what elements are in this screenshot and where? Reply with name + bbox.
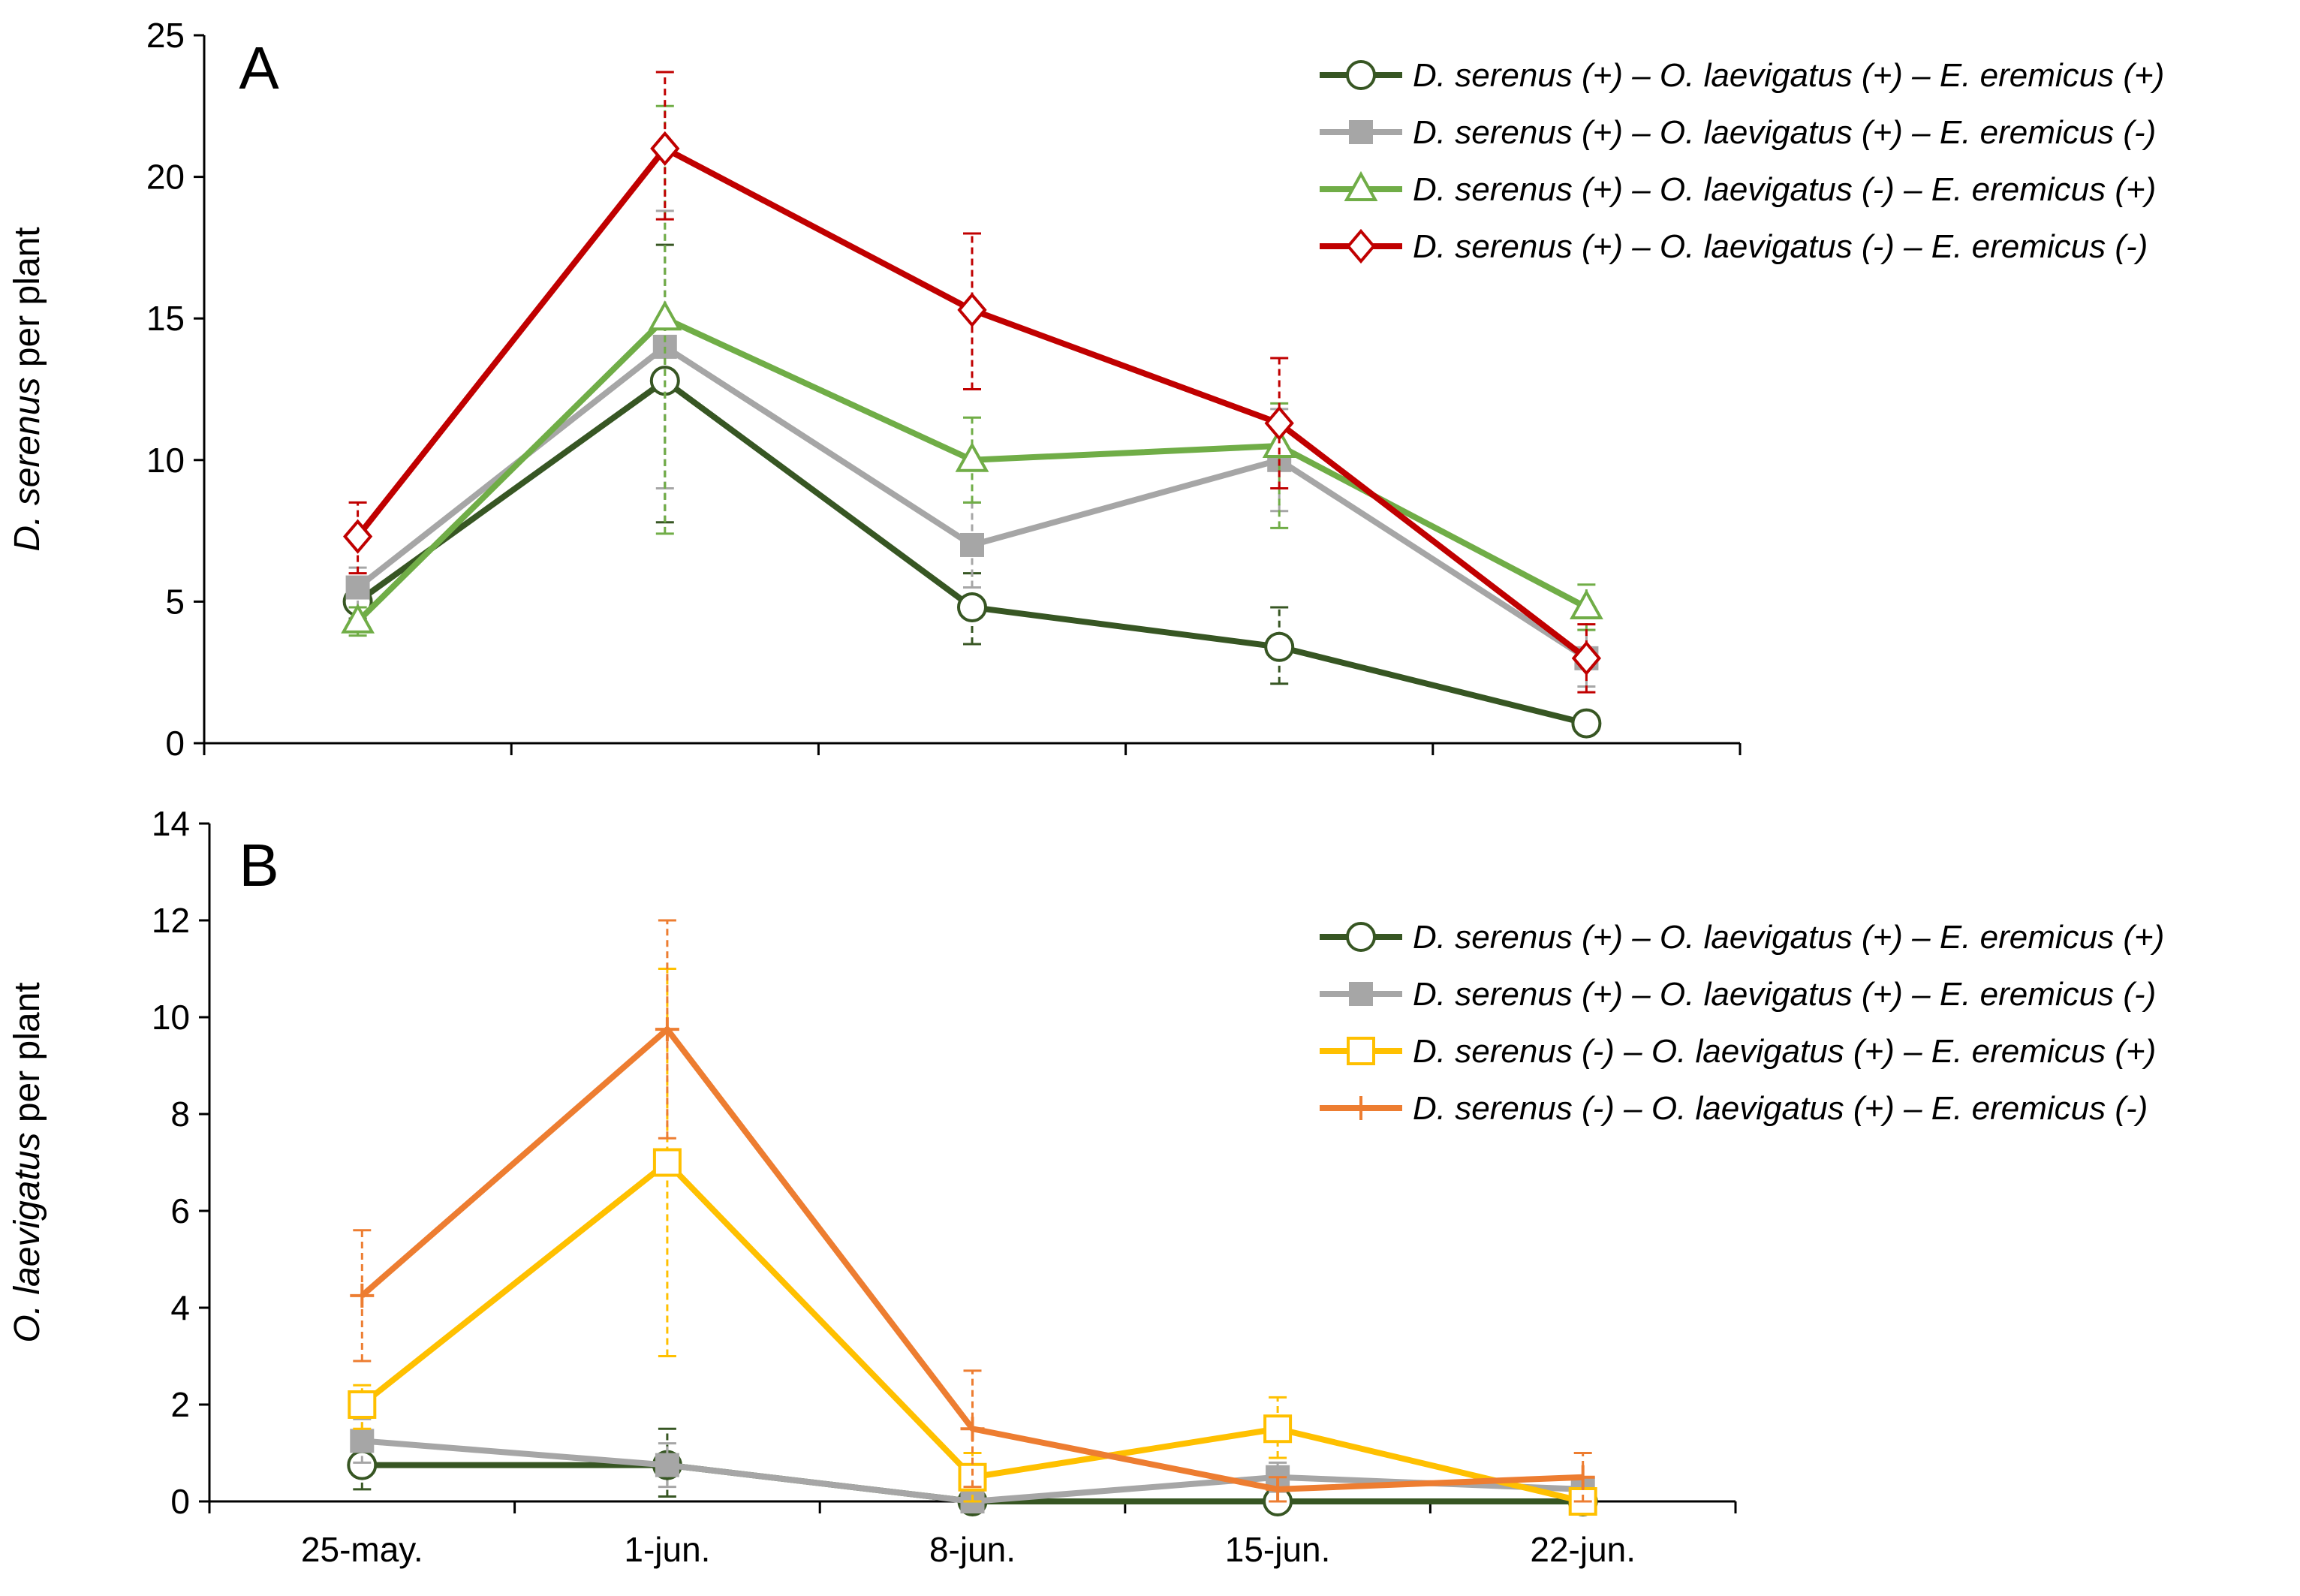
legend-entry: D. serenus (-) – O. laevigatus (+) – E. …	[1320, 1033, 2156, 1070]
legend-entry: D. serenus (-) – O. laevigatus (+) – E. …	[1320, 1090, 2148, 1127]
y-tick-label: 12	[152, 901, 190, 940]
panel-label: B	[239, 832, 278, 899]
data-point	[957, 592, 987, 622]
legend-marker	[1346, 60, 1376, 90]
data-point	[648, 300, 682, 331]
legend-label: D. serenus (-) – O. laevigatus (+) – E. …	[1413, 1033, 2156, 1070]
data-point	[1263, 1414, 1293, 1444]
data-point	[1571, 708, 1602, 739]
x-tick-label: 25-may.	[301, 1530, 423, 1569]
series-3	[348, 968, 1597, 1516]
data-point	[347, 1450, 378, 1480]
legend-marker	[1347, 1037, 1375, 1065]
legend-label: D. serenus (+) – O. laevigatus (+) – E. …	[1413, 919, 2164, 956]
panel-b: 0 2 4 6 8 10 12 14 25-may. 1-jun. 8-jun. 15-jun. 22-…	[8, 804, 2164, 1569]
y-axis-title: O. laevigatus per plant	[8, 982, 47, 1342]
y-axis-title-species: D. serenus	[8, 378, 47, 552]
data-point	[960, 532, 984, 557]
legend-entry: D. serenus (+) – O. laevigatus (+) – E. …	[1320, 919, 2164, 956]
y-axis-title-species: O. laevigatus	[8, 1132, 47, 1342]
data-point	[345, 575, 370, 600]
y-tick-label: 10	[146, 441, 185, 480]
y-tick-label: 0	[170, 1482, 190, 1521]
legend-marker	[1344, 170, 1378, 201]
legend-marker	[1346, 228, 1376, 264]
legend-marker	[1349, 982, 1373, 1006]
data-point	[955, 441, 989, 472]
y-tick-label: 25	[146, 16, 185, 55]
data-point	[1264, 405, 1294, 441]
legend-label: D. serenus (+) – O. laevigatus (-) – E. …	[1413, 171, 2156, 208]
x-tick-label: 1-jun.	[624, 1530, 710, 1569]
y-tick-label: 10	[152, 998, 190, 1037]
x-tick-label: 8-jun.	[929, 1530, 1016, 1569]
data-point	[655, 1017, 679, 1042]
legend-entry: D. serenus (+) – O. laevigatus (-) – E. …	[1320, 228, 2148, 265]
legend-marker	[1349, 1096, 1373, 1120]
legend-entry: D. serenus (+) – O. laevigatus (+) – E. …	[1320, 114, 2156, 151]
series-4	[350, 919, 1595, 1503]
y-tick-label: 4	[170, 1288, 190, 1327]
y-tick-label: 5	[165, 582, 185, 621]
data-point	[341, 603, 375, 634]
data-point	[655, 1453, 679, 1477]
data-point	[350, 1283, 375, 1308]
y-tick-label: 14	[152, 804, 190, 843]
data-point	[650, 131, 680, 166]
data-point	[1571, 640, 1602, 676]
data-point	[1266, 1477, 1290, 1501]
legend-label: D. serenus (+) – O. laevigatus (+) – E. …	[1413, 57, 2164, 94]
legend-marker	[1346, 922, 1376, 952]
data-point	[348, 1390, 377, 1419]
legend-label: D. serenus (+) – O. laevigatus (+) – E. …	[1413, 114, 2156, 151]
y-tick-label: 6	[170, 1191, 190, 1230]
y-tick-label: 8	[170, 1095, 190, 1134]
legend-entry: D. serenus (+) – O. laevigatus (+) – E. …	[1320, 57, 2164, 94]
data-point	[960, 1417, 985, 1441]
data-point	[350, 1429, 375, 1453]
legend-label: D. serenus (-) – O. laevigatus (+) – E. …	[1413, 1090, 2148, 1127]
data-point	[957, 292, 987, 327]
x-tick-label: 22-jun.	[1530, 1530, 1636, 1569]
panel-label: A	[239, 35, 279, 101]
data-point	[1264, 631, 1295, 662]
data-point	[1570, 1465, 1595, 1489]
series-4	[342, 71, 1602, 694]
data-point	[1262, 427, 1296, 458]
y-axis-title-unit: per plant	[8, 227, 47, 377]
legend-entry: D. serenus (+) – O. laevigatus (-) – E. …	[1320, 170, 2156, 208]
y-tick-label: 20	[146, 158, 185, 197]
y-axis-title-unit: per plant	[8, 982, 47, 1132]
y-tick-label: 0	[165, 724, 185, 763]
y-tick-label: 15	[146, 299, 185, 338]
x-tick-label: 15-jun.	[1225, 1530, 1331, 1569]
legend-label: D. serenus (+) – O. laevigatus (+) – E. …	[1413, 976, 2156, 1013]
data-point	[342, 519, 373, 554]
legend-marker	[1349, 120, 1373, 144]
legend-entry: D. serenus (+) – O. laevigatus (+) – E. …	[1320, 976, 2156, 1013]
data-point	[1569, 589, 1603, 619]
legend-label: D. serenus (+) – O. laevigatus (-) – E. …	[1413, 228, 2148, 265]
data-point	[652, 1148, 682, 1177]
y-tick-label: 2	[170, 1385, 190, 1424]
y-axis-title: D. serenus per plant	[8, 227, 47, 551]
panel-a: 0 5 10 15 20 25 D. serenus per plant A D. serenu…	[8, 16, 2164, 763]
